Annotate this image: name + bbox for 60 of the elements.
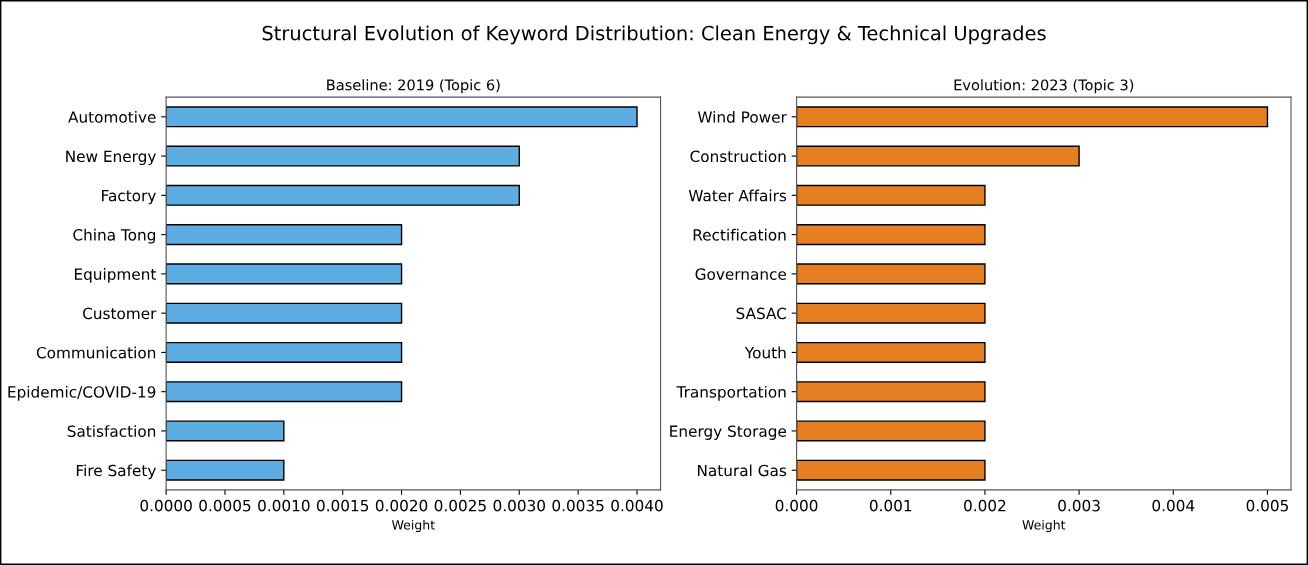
y-tick-label: Water Affairs xyxy=(688,189,787,202)
y-tick-label: China Tong xyxy=(73,228,156,244)
y-tick-label: Natural Gas xyxy=(697,464,787,477)
y-tick-label: Transportation xyxy=(676,385,786,401)
x-tick-label: 0.0005 xyxy=(199,499,251,512)
y-tick-label: Epidemic/COVID-19 xyxy=(8,385,156,401)
bar xyxy=(166,145,520,167)
bar xyxy=(166,106,638,128)
text: Structural Evolution of Keyword Distribution: Clean Energy & Technical Upgrades xyxy=(262,25,1046,45)
x-tick-label: 0.0020 xyxy=(375,499,428,512)
bar xyxy=(796,459,986,481)
bar xyxy=(796,263,986,285)
y-tick-label: Automotive xyxy=(68,111,156,123)
bar xyxy=(796,341,986,363)
bar xyxy=(166,381,403,403)
y-tick-label: Governance xyxy=(695,268,787,280)
y-tick-label: Satisfaction xyxy=(67,425,156,437)
y-tick-label: Fire Safety xyxy=(76,464,156,480)
bar xyxy=(796,224,986,246)
x-tick-label: 0.0025 xyxy=(434,499,486,512)
y-tick-label: Communication xyxy=(36,346,156,359)
bar xyxy=(796,145,1080,167)
bar xyxy=(796,420,986,442)
bar xyxy=(166,420,285,442)
x-tick-label: 0.0035 xyxy=(552,499,604,512)
y-tick-label: Wind Power xyxy=(697,111,787,123)
x-tick-label: 0.0040 xyxy=(611,499,663,512)
x-axis-title: Weight xyxy=(391,519,435,533)
x-tick-label: 0.003 xyxy=(1058,499,1100,512)
x-tick-label: 0.001 xyxy=(869,499,912,512)
bar xyxy=(796,302,986,324)
bar xyxy=(166,302,403,324)
x-tick-label: 0.0010 xyxy=(258,499,310,512)
y-tick-label: SASAC xyxy=(736,307,787,320)
x-tick-label: 0.002 xyxy=(964,499,1006,512)
y-tick-label: Factory xyxy=(102,190,156,205)
y-tick-label: Customer xyxy=(83,307,157,320)
bar xyxy=(166,184,520,206)
y-tick-label: Youth xyxy=(744,346,786,359)
bar xyxy=(166,224,403,246)
x-tick-label: 0.0030 xyxy=(493,499,545,512)
x-tick-label: 0.0015 xyxy=(316,499,369,512)
bar xyxy=(166,263,403,285)
y-tick-label: Rectification xyxy=(693,228,786,241)
bar xyxy=(166,459,285,481)
bar xyxy=(796,106,1269,128)
bar xyxy=(796,184,986,206)
y-tick-label: Energy Storage xyxy=(670,425,787,440)
x-tick-label: 0.0000 xyxy=(140,499,192,512)
bar xyxy=(796,381,986,403)
x-tick-label: 0.004 xyxy=(1152,499,1195,512)
x-tick-label: 0.005 xyxy=(1246,499,1288,512)
y-tick-label: Equipment xyxy=(74,268,157,283)
y-tick-label: New Energy xyxy=(66,150,156,166)
chart-title: Baseline: 2019 (Topic 6) xyxy=(327,79,500,94)
bar xyxy=(166,341,403,363)
x-tick-label: 0.000 xyxy=(775,499,818,512)
chart-title: Evolution: 2023 (Topic 3) xyxy=(954,79,1134,94)
y-tick-label: Construction xyxy=(690,150,786,163)
x-axis-title: Weight xyxy=(1022,519,1066,533)
